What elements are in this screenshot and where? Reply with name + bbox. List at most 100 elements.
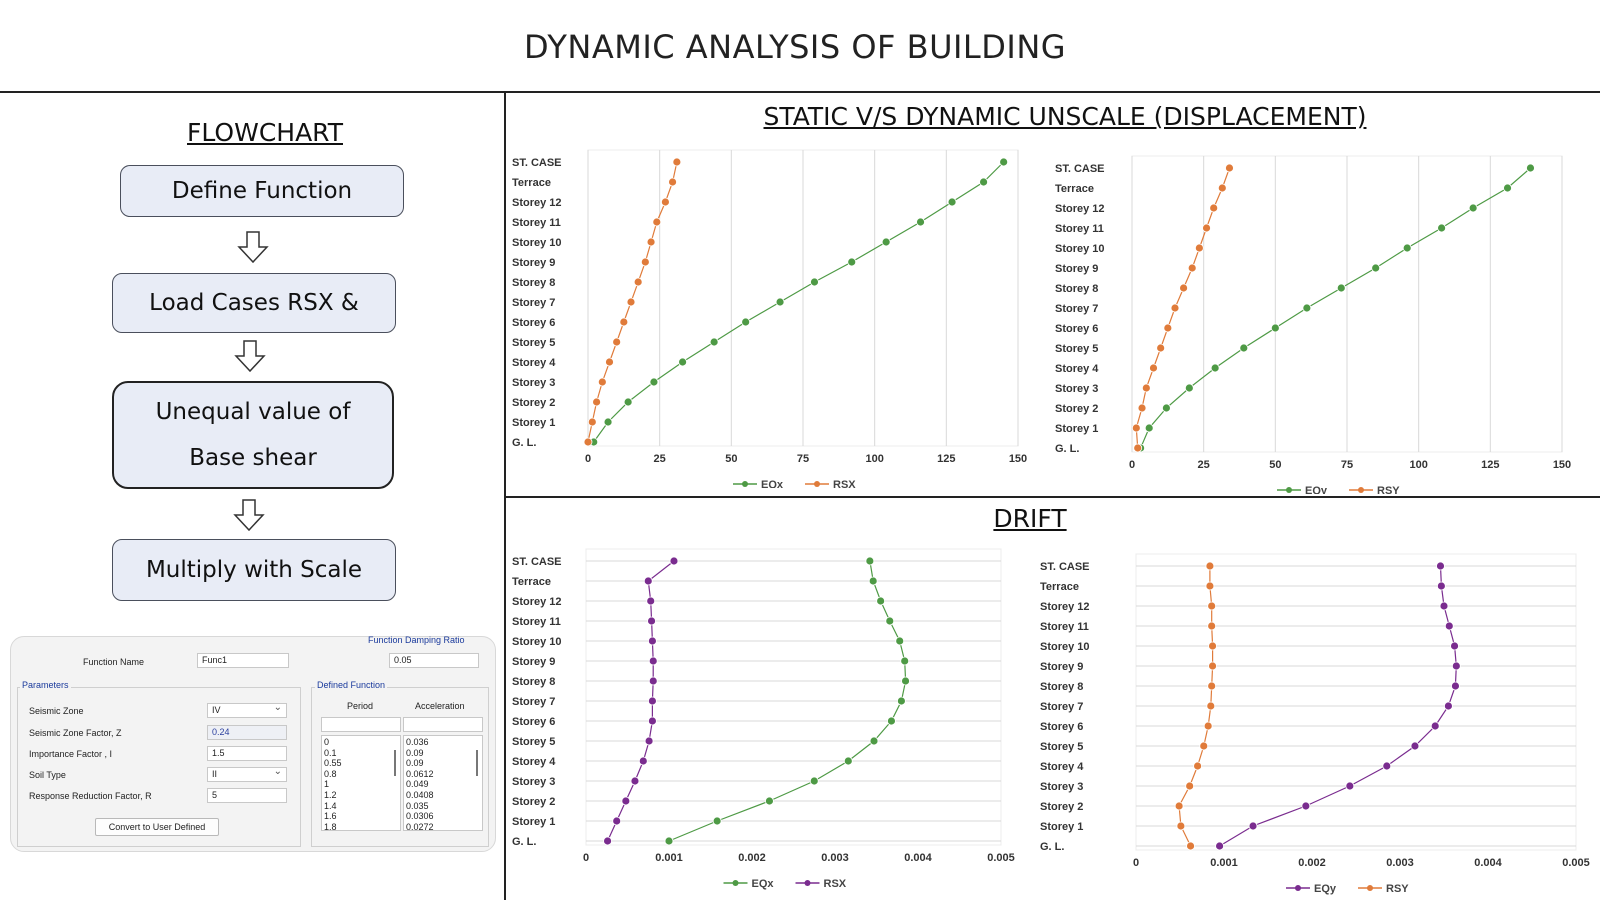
data-point-rsx <box>592 397 601 407</box>
y-tick-label: Storey 7 <box>1040 701 1083 713</box>
x-tick-label: 150 <box>1553 459 1571 471</box>
data-point-rsx <box>605 357 614 367</box>
drift-chart-x: G. L. Storey 1 Storey 2 Storey 3 Storey 4 Sto… <box>512 548 1015 890</box>
y-tick-label: Storey 4 <box>1040 761 1084 773</box>
function-name-input[interactable]: Func1 <box>197 653 289 668</box>
data-point-eqx <box>603 417 613 427</box>
data-point-rsx <box>648 656 658 666</box>
data-point-rsy <box>1149 363 1158 373</box>
y-tick-label: Storey 2 <box>1040 801 1083 813</box>
data-point-eqy <box>1184 383 1194 393</box>
data-point-rsy <box>1193 761 1203 771</box>
data-point-eqy <box>1345 781 1355 791</box>
data-point-eqx <box>664 836 674 846</box>
legend-marker <box>1358 487 1364 493</box>
list-item: 0 <box>324 737 330 747</box>
defined-function-group <box>311 687 489 847</box>
data-point-eqx <box>895 636 905 646</box>
list-item: 0.036 <box>406 737 429 747</box>
y-tick-label: Storey 1 <box>512 816 555 828</box>
data-point-eqx <box>712 816 722 826</box>
data-point-eqx <box>896 696 906 706</box>
data-point-eqx <box>810 277 819 287</box>
damping-ratio-input[interactable]: 0.05 <box>389 653 479 668</box>
y-tick-label: Storey 3 <box>1040 781 1083 793</box>
y-tick-label: Storey 12 <box>512 596 562 608</box>
list-item: 1.8 <box>324 821 337 832</box>
data-point-rsy <box>1206 701 1216 711</box>
data-point-eqy <box>1210 363 1220 373</box>
data-point-eqy <box>1436 561 1445 571</box>
y-tick-label: ST. CASE <box>512 157 562 169</box>
acceleration-list-scrollbar[interactable] <box>476 750 478 776</box>
series-line-eqx <box>593 161 1005 443</box>
data-point-eqx <box>809 776 819 786</box>
data-point-eqx <box>868 576 878 586</box>
x-tick-label: 75 <box>797 453 809 465</box>
data-point-rsx <box>638 756 648 766</box>
data-point-eqx <box>876 596 886 606</box>
data-point-rsy <box>1208 661 1217 671</box>
importance-factor-input[interactable]: 1.5 <box>207 746 287 761</box>
legend-label: RSY <box>1377 485 1400 494</box>
x-tick-label: 0.002 <box>1298 857 1326 869</box>
data-point-rsx <box>644 736 654 746</box>
list-item: 1.6 <box>324 811 337 822</box>
data-point-rsx <box>648 676 658 686</box>
data-point-eqy <box>1450 641 1459 651</box>
data-point-rsy <box>1174 801 1184 811</box>
data-point-rsx <box>643 576 653 586</box>
y-tick-label: Storey 12 <box>1055 203 1105 215</box>
y-tick-label: Storey 2 <box>512 397 555 409</box>
data-point-rsx <box>647 636 657 646</box>
acceleration-list[interactable]: 0.036 0.09 0.09 0.0612 0.049 0.0408 0.03… <box>403 735 483 832</box>
title-divider <box>0 91 1600 93</box>
seismic-zone-select[interactable]: IV <box>207 701 287 718</box>
data-point-rsy <box>1187 263 1197 273</box>
data-point-eqy <box>1430 721 1440 731</box>
y-tick-label: ST. CASE <box>1040 561 1090 573</box>
data-point-rsx <box>603 836 612 846</box>
period-entry-input[interactable] <box>321 717 401 732</box>
x-tick-label: 150 <box>1009 453 1027 465</box>
list-item: 1 <box>324 779 330 790</box>
data-point-rsx <box>646 237 656 247</box>
parameters-label: Parameters <box>20 680 71 690</box>
data-point-eqx <box>623 397 633 407</box>
y-tick-label: Storey 5 <box>1055 343 1098 355</box>
y-tick-label: Storey 5 <box>512 337 555 349</box>
zone-factor-input[interactable]: 0.24 <box>207 725 287 740</box>
zone-factor-label: Seismic Zone Factor, Z <box>29 728 122 738</box>
period-list-scrollbar[interactable] <box>394 750 396 776</box>
convert-to-user-defined-button[interactable]: Convert to User Defined <box>95 818 219 836</box>
data-point-rsx <box>633 277 643 287</box>
seismic-zone-label: Seismic Zone <box>29 706 84 716</box>
x-tick-label: 0 <box>1133 857 1139 869</box>
acceleration-values: 0.036 0.09 0.09 0.0612 0.049 0.0408 0.03… <box>406 737 434 832</box>
x-tick-label: 75 <box>1341 459 1353 471</box>
y-tick-label: Storey 7 <box>512 696 555 708</box>
data-point-eqx <box>900 656 910 666</box>
data-point-eqy <box>1410 741 1420 751</box>
flowchart-title: FLOWCHART <box>187 118 343 147</box>
legend-label: RSX <box>833 479 856 488</box>
data-point-eqy <box>1270 323 1280 333</box>
x-tick-label: 0.003 <box>1386 857 1414 869</box>
period-list[interactable]: 0 0.1 0.55 0.8 1 1.2 1.4 1.6 1.8 <box>321 735 401 832</box>
data-point-eqy <box>1468 203 1478 213</box>
data-point-rsy <box>1202 223 1211 233</box>
panel-divider <box>504 92 506 900</box>
list-item: 0.09 <box>406 747 424 758</box>
y-tick-label: Storey 11 <box>512 217 561 229</box>
flowchart-step-define-function: Define Function <box>120 165 404 217</box>
legend-marker <box>742 481 748 487</box>
data-point-eqx <box>979 177 989 187</box>
reduction-factor-input[interactable]: 5 <box>207 788 287 803</box>
legend-marker <box>1367 885 1373 891</box>
data-point-rsx <box>672 157 682 167</box>
data-point-eqx <box>865 556 875 566</box>
x-tick-label: 0.001 <box>655 852 683 864</box>
data-point-eqx <box>916 217 925 227</box>
acceleration-entry-input[interactable] <box>403 717 483 732</box>
soil-type-select[interactable]: II <box>207 765 287 782</box>
